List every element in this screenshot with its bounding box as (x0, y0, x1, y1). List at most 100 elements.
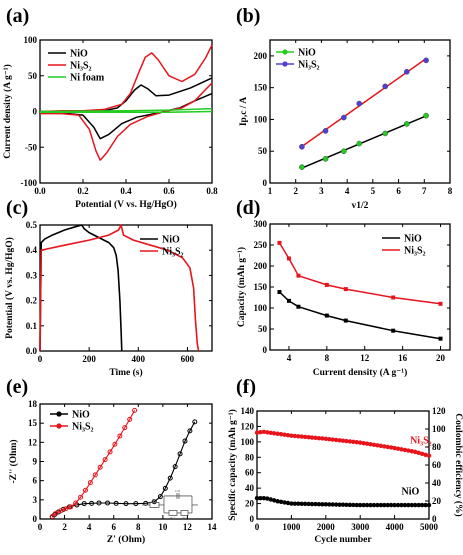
y2-tick-label: 120 (432, 406, 446, 416)
y-tick-label: 60 (245, 468, 255, 478)
nyquist-point-nio (96, 500, 102, 506)
nyquist-point-ni3s2 (92, 472, 98, 478)
data-point-nio (403, 121, 410, 127)
cv-curve-ni3s2 (40, 82, 213, 161)
rate-marker-ni3s2 (277, 240, 282, 245)
cycle-point-ni3s2 (296, 434, 301, 439)
nyquist-point-nio (143, 500, 149, 506)
cycle-point-ni3s2 (402, 447, 408, 453)
circuit-label: Rs (152, 498, 156, 502)
rate-marker-nio (391, 328, 396, 333)
cycle-point-nio (395, 502, 401, 508)
cycle-point-ni3s2 (272, 431, 277, 436)
cycle-point-ni3s2 (323, 436, 328, 441)
cycle-point-nio (330, 502, 335, 507)
y2-tick-label: 80 (432, 442, 442, 452)
cycle-point-nio (258, 495, 263, 501)
nyquist-point-ni3s2 (97, 464, 103, 470)
cycle-point-nio (361, 502, 366, 508)
y-tick-label: 12 (28, 437, 38, 447)
x-tick-label: 14 (208, 522, 218, 532)
cv-curve-nifoam (39, 107, 213, 113)
cycle-point-nio (306, 501, 311, 507)
cycle-point-nio (416, 502, 421, 508)
cycle-point-nio (368, 502, 373, 508)
data-point-ni3s2 (423, 57, 429, 64)
nyquist-point-ni3s2 (107, 449, 113, 455)
cycle-point-ni3s2 (368, 442, 373, 447)
y-tick-label: 150 (254, 83, 268, 93)
cycle-point-ni3s2 (361, 440, 366, 446)
x-tick-label: 0.8 (206, 186, 218, 196)
nyquist-point-ni3s2 (122, 425, 128, 431)
cycle-point-ni3s2 (399, 447, 404, 452)
y-axis-label: -Z'' (Ohm) (8, 439, 19, 483)
nyquist-point-nio (172, 464, 178, 470)
panel-label: (d) (236, 197, 260, 219)
cycle-point-nio (351, 502, 356, 508)
cycle-point-ni3s2 (278, 432, 284, 437)
x-tick-label: 8 (448, 186, 453, 196)
x-axis-label: Time (s) (109, 367, 142, 378)
cycle-point-ni3s2 (333, 437, 339, 443)
nyquist-point-ni3s2 (53, 510, 59, 516)
y-tick-label: 50 (28, 71, 38, 81)
legend-marker (282, 61, 288, 67)
cycle-point-nio (392, 502, 397, 508)
cycle-point-ni3s2 (344, 438, 349, 444)
y-tick-label: 200 (254, 51, 268, 61)
x-tick-label: 4 (87, 522, 92, 532)
y-tick-label: 0.3 (26, 270, 38, 280)
nyquist-point-nio (133, 501, 139, 507)
legend-label: Ni₃S₂ (404, 246, 426, 257)
y2-tick-label: 100 (432, 424, 446, 434)
cycle-point-ni3s2 (302, 434, 308, 440)
rate-marker-nio (286, 298, 291, 303)
panel-a: 0.0 0.2 0.4 0.6 0.8 -100 -50 0 50 100 Potential (V… (2, 5, 218, 210)
cycle-point-nio (413, 502, 418, 508)
rate-marker-nio (324, 313, 329, 318)
y-tick-label: 0.4 (26, 245, 38, 255)
y-tick-label: 40 (245, 483, 255, 493)
rate-marker-ni3s2 (324, 282, 329, 287)
x-tick-label: 8 (325, 353, 330, 363)
data-point-ni3s2 (382, 83, 389, 90)
cycle-point-ni3s2 (265, 430, 270, 435)
y2-tick-label: 40 (432, 478, 442, 488)
cycle-point-ni3s2 (327, 436, 332, 442)
rate-marker-ni3s2 (343, 287, 348, 292)
plot-frame (269, 223, 451, 351)
y-tick-label: 100 (254, 303, 268, 313)
nyquist-point-ni3s2 (132, 407, 138, 413)
x-tick-label: 8 (136, 522, 141, 532)
nyquist-point-nio (182, 438, 188, 444)
cycle-point-ni3s2 (371, 442, 377, 447)
rate-line-nio (278, 291, 441, 340)
data-point-ni3s2 (322, 128, 329, 134)
x-tick-label: 600 (181, 354, 195, 364)
x-tick-label: 2 (62, 522, 67, 532)
data-point-ni3s2 (403, 68, 410, 75)
x-tick-label: 7 (422, 186, 427, 196)
data-point-nio (423, 112, 429, 119)
x-tick-label: 16 (398, 353, 408, 363)
x-axis-label: Current density (A g⁻¹) (313, 367, 408, 378)
x-tick-label: 5000 (420, 522, 439, 532)
gcd-curve-nio (39, 224, 123, 352)
y-tick-label: 50 (258, 146, 268, 156)
cycle-point-ni3s2 (258, 430, 263, 435)
data-point-ni3s2 (340, 114, 347, 121)
circuit-resistor-rct (168, 510, 178, 516)
data-point-ni3s2 (299, 143, 305, 150)
y-axis-label: Potential (V vs. Hg/HgO) (4, 237, 15, 339)
panel-label: (f) (236, 376, 256, 398)
x-tick-label: 6 (396, 186, 401, 196)
cycle-point-nio (296, 501, 301, 506)
y-axis-label: Ip,c / A (239, 97, 249, 126)
cycle-point-ni3s2 (392, 445, 397, 451)
nyquist-point-ni3s2 (49, 513, 55, 519)
cycle-point-nio (419, 502, 425, 508)
circuit-resistor-rs (149, 502, 160, 508)
data-point-nio (356, 140, 363, 147)
